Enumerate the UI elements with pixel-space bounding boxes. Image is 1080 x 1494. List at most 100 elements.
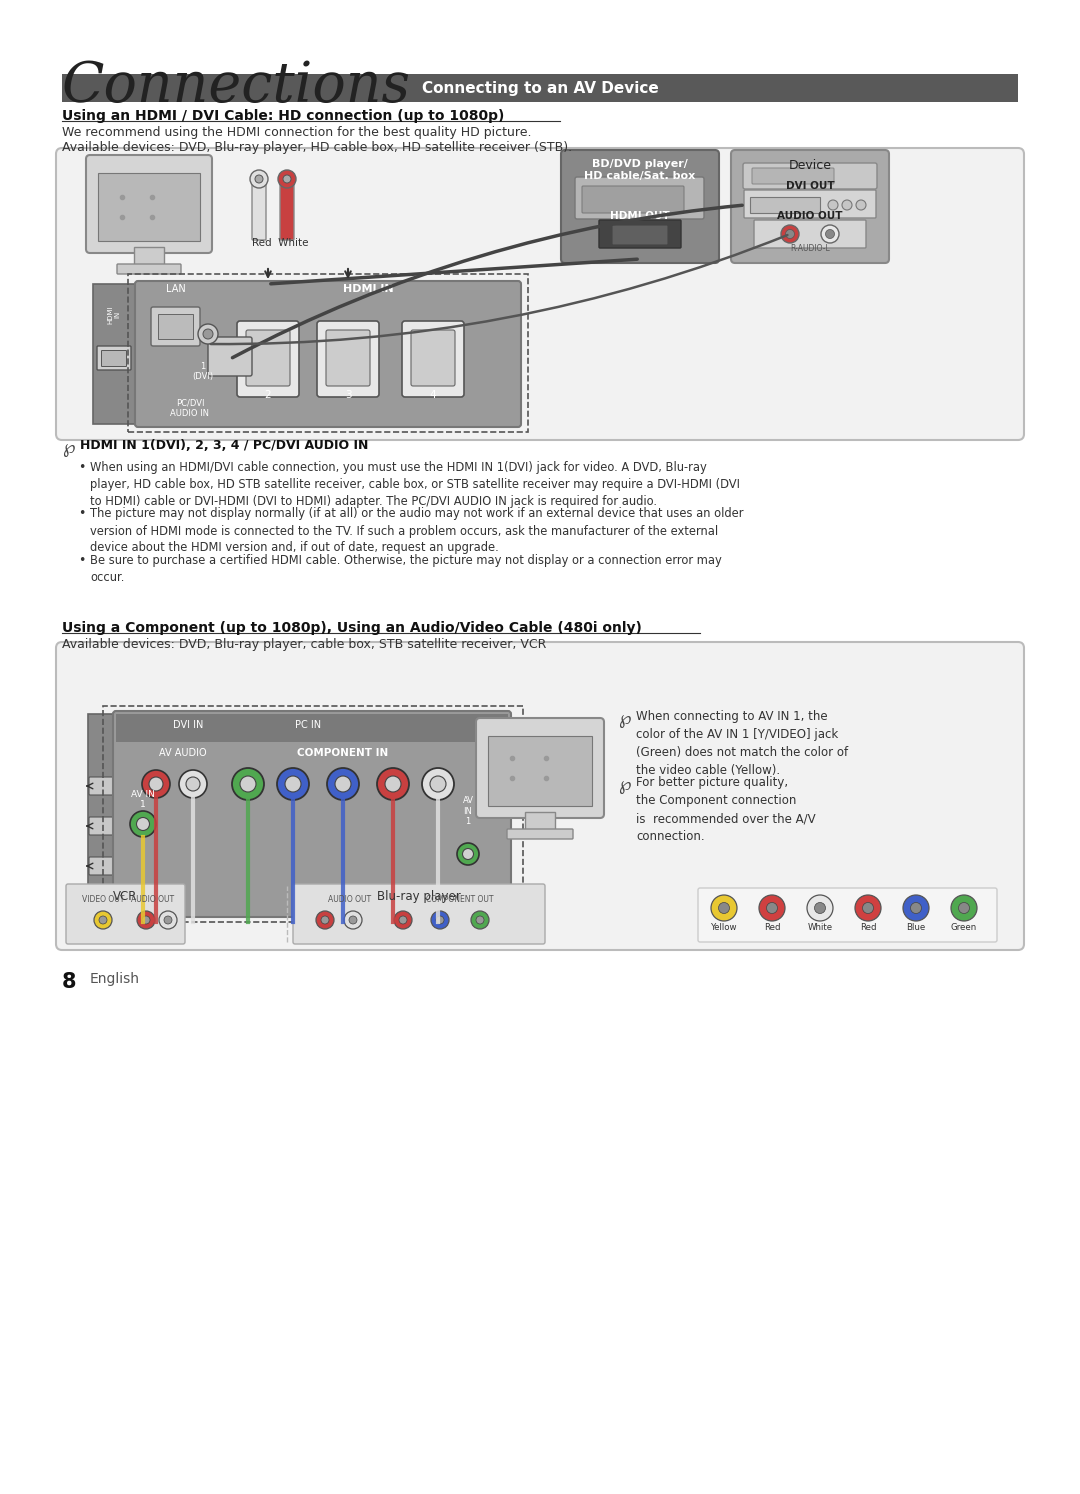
- Circle shape: [278, 170, 296, 188]
- Circle shape: [422, 768, 454, 799]
- Circle shape: [316, 911, 334, 929]
- Circle shape: [345, 911, 362, 929]
- Text: HDMI OUT: HDMI OUT: [610, 211, 670, 221]
- FancyBboxPatch shape: [599, 220, 681, 248]
- Circle shape: [164, 916, 172, 923]
- FancyBboxPatch shape: [116, 714, 508, 743]
- FancyBboxPatch shape: [744, 190, 876, 218]
- Text: Connections: Connections: [62, 58, 411, 114]
- Circle shape: [276, 768, 309, 799]
- Circle shape: [807, 895, 833, 920]
- FancyBboxPatch shape: [237, 321, 299, 397]
- FancyBboxPatch shape: [102, 351, 126, 366]
- Text: VCR: VCR: [112, 890, 137, 902]
- Circle shape: [825, 230, 835, 239]
- Circle shape: [951, 895, 977, 920]
- Text: COMPONENT OUT: COMPONENT OUT: [427, 895, 494, 904]
- Text: HDMI
IN: HDMI IN: [108, 305, 121, 324]
- FancyBboxPatch shape: [326, 330, 370, 385]
- Circle shape: [436, 916, 444, 923]
- Text: •: •: [78, 462, 85, 474]
- Circle shape: [903, 895, 929, 920]
- Circle shape: [785, 230, 795, 239]
- Text: AV IN
1: AV IN 1: [131, 790, 154, 808]
- Text: Yellow: Yellow: [711, 923, 738, 932]
- Circle shape: [431, 911, 449, 929]
- FancyBboxPatch shape: [246, 330, 291, 385]
- Text: For better picture quality,
the Component connection
is  recommended over the A/: For better picture quality, the Componen…: [636, 775, 815, 843]
- FancyBboxPatch shape: [66, 884, 185, 944]
- Circle shape: [179, 769, 207, 798]
- FancyBboxPatch shape: [488, 737, 592, 805]
- FancyBboxPatch shape: [293, 884, 545, 944]
- Circle shape: [349, 916, 357, 923]
- Circle shape: [759, 895, 785, 920]
- Text: 2: 2: [265, 390, 271, 400]
- Text: Device: Device: [788, 158, 832, 172]
- Text: R-AUDIO-L: R-AUDIO-L: [791, 244, 829, 252]
- Circle shape: [399, 916, 407, 923]
- FancyBboxPatch shape: [752, 167, 834, 184]
- FancyBboxPatch shape: [134, 247, 164, 267]
- Text: AUDIO OUT: AUDIO OUT: [778, 211, 842, 221]
- Text: Red  White: Red White: [252, 238, 309, 248]
- Text: AV AUDIO: AV AUDIO: [159, 748, 206, 757]
- Text: ℘: ℘: [618, 775, 631, 793]
- FancyBboxPatch shape: [252, 178, 266, 241]
- FancyBboxPatch shape: [575, 176, 704, 220]
- Text: ℘: ℘: [618, 710, 631, 728]
- FancyBboxPatch shape: [151, 306, 200, 347]
- Text: 1
(DVI): 1 (DVI): [192, 362, 214, 381]
- Text: ℘: ℘: [62, 439, 75, 457]
- FancyBboxPatch shape: [476, 719, 604, 819]
- Circle shape: [457, 843, 480, 865]
- FancyBboxPatch shape: [56, 642, 1024, 950]
- Text: VIDEO OUT: VIDEO OUT: [82, 895, 124, 904]
- FancyBboxPatch shape: [411, 330, 455, 385]
- Circle shape: [255, 175, 264, 182]
- FancyBboxPatch shape: [698, 887, 997, 943]
- Text: When connecting to AV IN 1, the
color of the AV IN 1 [Y/VIDEO] jack
(Green) does: When connecting to AV IN 1, the color of…: [636, 710, 848, 777]
- FancyBboxPatch shape: [158, 314, 193, 339]
- FancyBboxPatch shape: [89, 777, 113, 795]
- Circle shape: [767, 902, 778, 913]
- Circle shape: [828, 200, 838, 211]
- Circle shape: [335, 775, 351, 792]
- Text: Using an HDMI / DVI Cable: HD connection (up to 1080p): Using an HDMI / DVI Cable: HD connection…: [62, 109, 504, 123]
- Circle shape: [137, 911, 156, 929]
- Circle shape: [232, 768, 264, 799]
- Text: HD cable/Sat. box: HD cable/Sat. box: [584, 170, 696, 181]
- FancyBboxPatch shape: [582, 185, 684, 214]
- Text: When using an HDMI/DVI cable connection, you must use the HDMI IN 1(DVI) jack fo: When using an HDMI/DVI cable connection,…: [90, 462, 740, 508]
- Circle shape: [394, 911, 411, 929]
- Circle shape: [240, 775, 256, 792]
- FancyBboxPatch shape: [117, 264, 181, 273]
- Text: 8: 8: [62, 973, 77, 992]
- Text: White: White: [808, 923, 833, 932]
- Circle shape: [856, 200, 866, 211]
- Text: •: •: [78, 508, 85, 520]
- Circle shape: [159, 911, 177, 929]
- FancyBboxPatch shape: [56, 148, 1024, 441]
- Text: Blu-ray player: Blu-ray player: [377, 890, 461, 902]
- Text: DVI OUT: DVI OUT: [785, 181, 835, 191]
- Text: Connecting to an AV Device: Connecting to an AV Device: [421, 81, 659, 96]
- FancyBboxPatch shape: [208, 338, 252, 376]
- Circle shape: [198, 324, 218, 344]
- Circle shape: [718, 902, 729, 913]
- Text: PC/DVI
AUDIO IN: PC/DVI AUDIO IN: [171, 399, 210, 418]
- Text: BD/DVD player/: BD/DVD player/: [592, 158, 688, 169]
- Text: Available devices: DVD, Blu-ray player, cable box, STB satellite receiver, VCR: Available devices: DVD, Blu-ray player, …: [62, 638, 546, 651]
- Circle shape: [476, 916, 484, 923]
- Circle shape: [130, 811, 156, 837]
- Text: AV
IN
1: AV IN 1: [462, 796, 473, 826]
- FancyBboxPatch shape: [731, 149, 889, 263]
- Circle shape: [821, 226, 839, 244]
- FancyBboxPatch shape: [93, 284, 135, 424]
- Text: PC IN: PC IN: [295, 720, 321, 731]
- Circle shape: [814, 902, 825, 913]
- Circle shape: [186, 777, 200, 790]
- Circle shape: [149, 777, 163, 790]
- Text: Green: Green: [950, 923, 977, 932]
- Circle shape: [377, 768, 409, 799]
